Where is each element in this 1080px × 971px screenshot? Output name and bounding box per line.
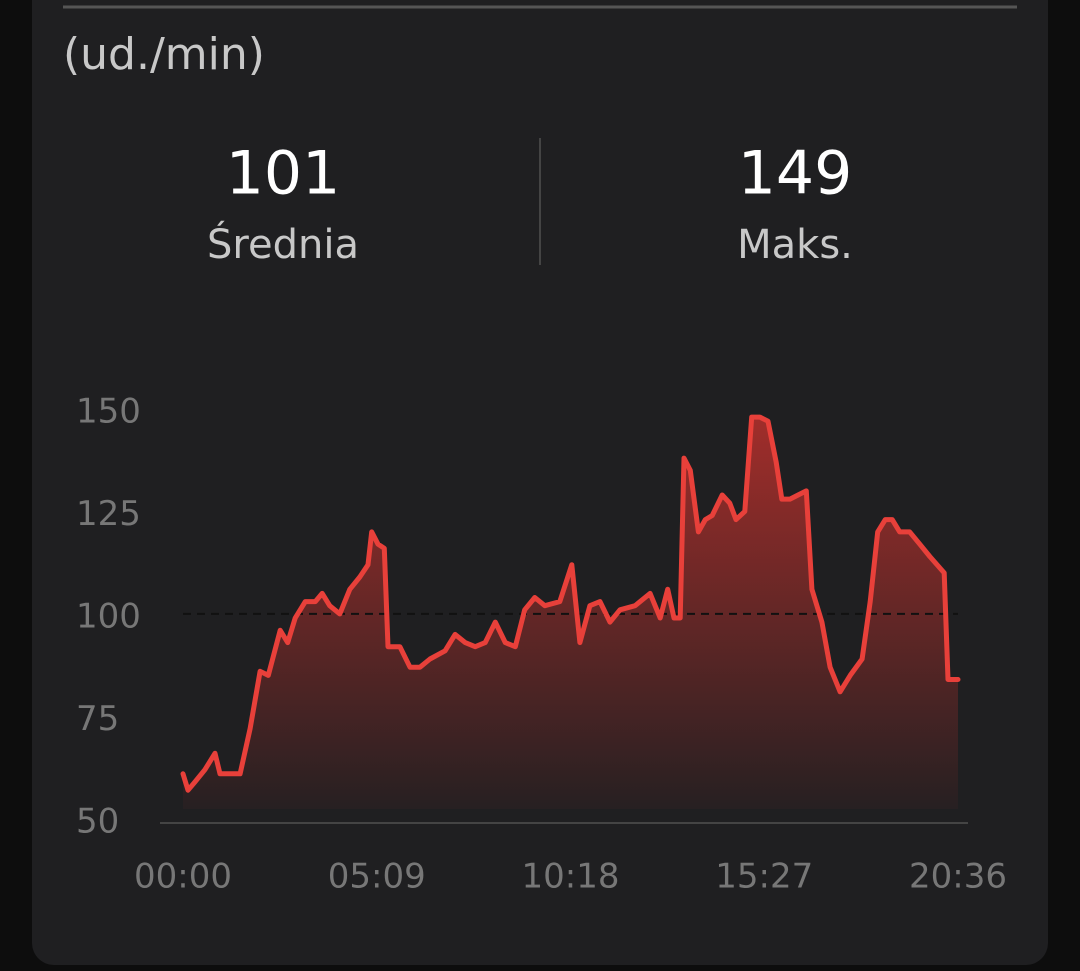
stat-value: 101 [226, 139, 341, 209]
y-tick-label: 150 [76, 392, 141, 432]
stat-label: Maks. [737, 222, 853, 268]
x-tick-label: 15:27 [715, 857, 813, 897]
unit-label: (ud./min) [63, 29, 265, 80]
y-tick-label: 50 [76, 802, 119, 842]
line [180, 414, 961, 793]
area-fill [183, 417, 958, 809]
y-tick-label: 75 [76, 699, 119, 739]
y-tick-label: 100 [76, 597, 141, 637]
stat-label: Średnia [207, 220, 359, 268]
x-tick-label: 05:09 [328, 857, 426, 897]
x-tick-label: 10:18 [522, 857, 620, 897]
y-tick-label: 125 [76, 494, 141, 534]
x-tick-label: 20:36 [909, 857, 1007, 897]
x-tick-label: 00:00 [134, 857, 232, 897]
plot: 50 75 100 125 150 00:00 05:09 10:18 15:27 20:36 [76, 392, 1007, 897]
stat-value: 149 [738, 139, 853, 209]
